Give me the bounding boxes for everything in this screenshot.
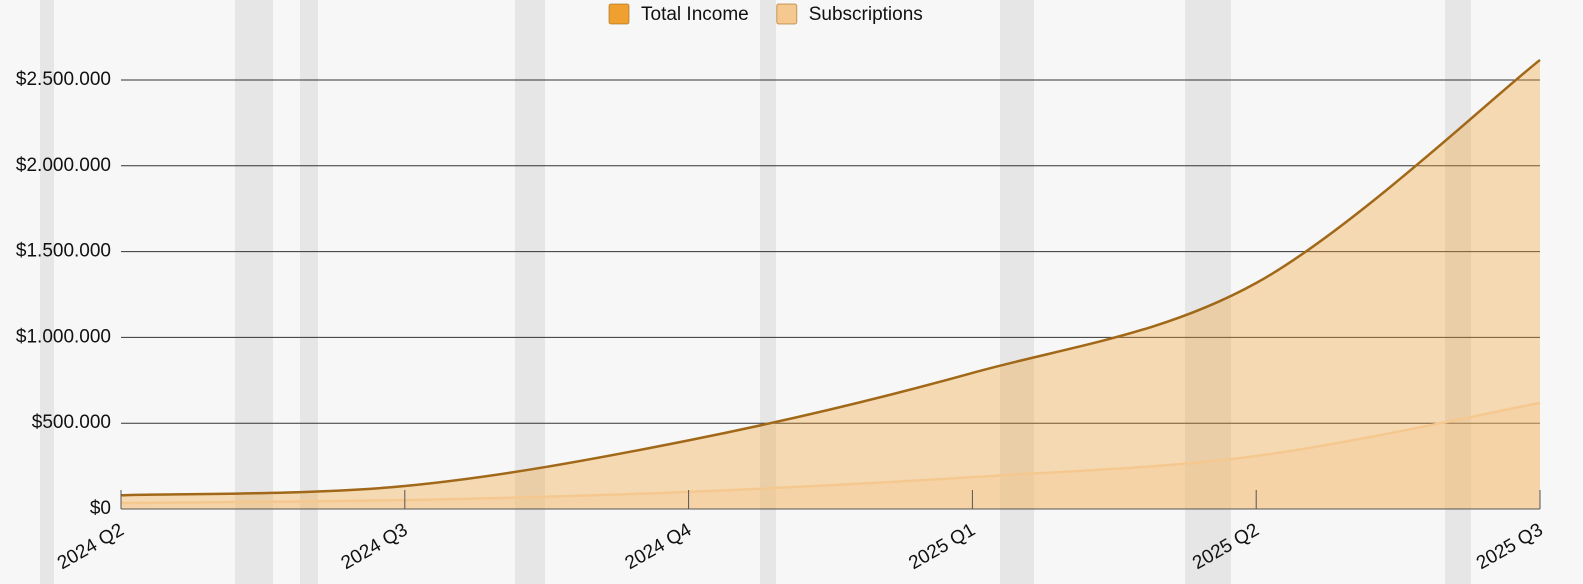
y-tick-label: $1.000.000 bbox=[16, 326, 111, 347]
area bbox=[121, 59, 1540, 510]
y-tick-label: $1.500.000 bbox=[16, 241, 111, 262]
y-tick-label: $500.000 bbox=[32, 412, 111, 433]
line bbox=[120, 401, 1541, 505]
legend-label: Total Income bbox=[641, 4, 749, 25]
line bbox=[120, 58, 1541, 497]
y-tick-label: $0 bbox=[90, 498, 111, 519]
legend-swatch bbox=[776, 3, 798, 25]
y-tick-label: $2.500.000 bbox=[16, 69, 111, 90]
area bbox=[121, 402, 1540, 509]
y-tick-label: $2.000.000 bbox=[16, 155, 111, 176]
background-trees bbox=[40, 0, 1471, 584]
legend-label: Subscriptions bbox=[809, 4, 923, 25]
legend-swatch bbox=[608, 3, 630, 25]
